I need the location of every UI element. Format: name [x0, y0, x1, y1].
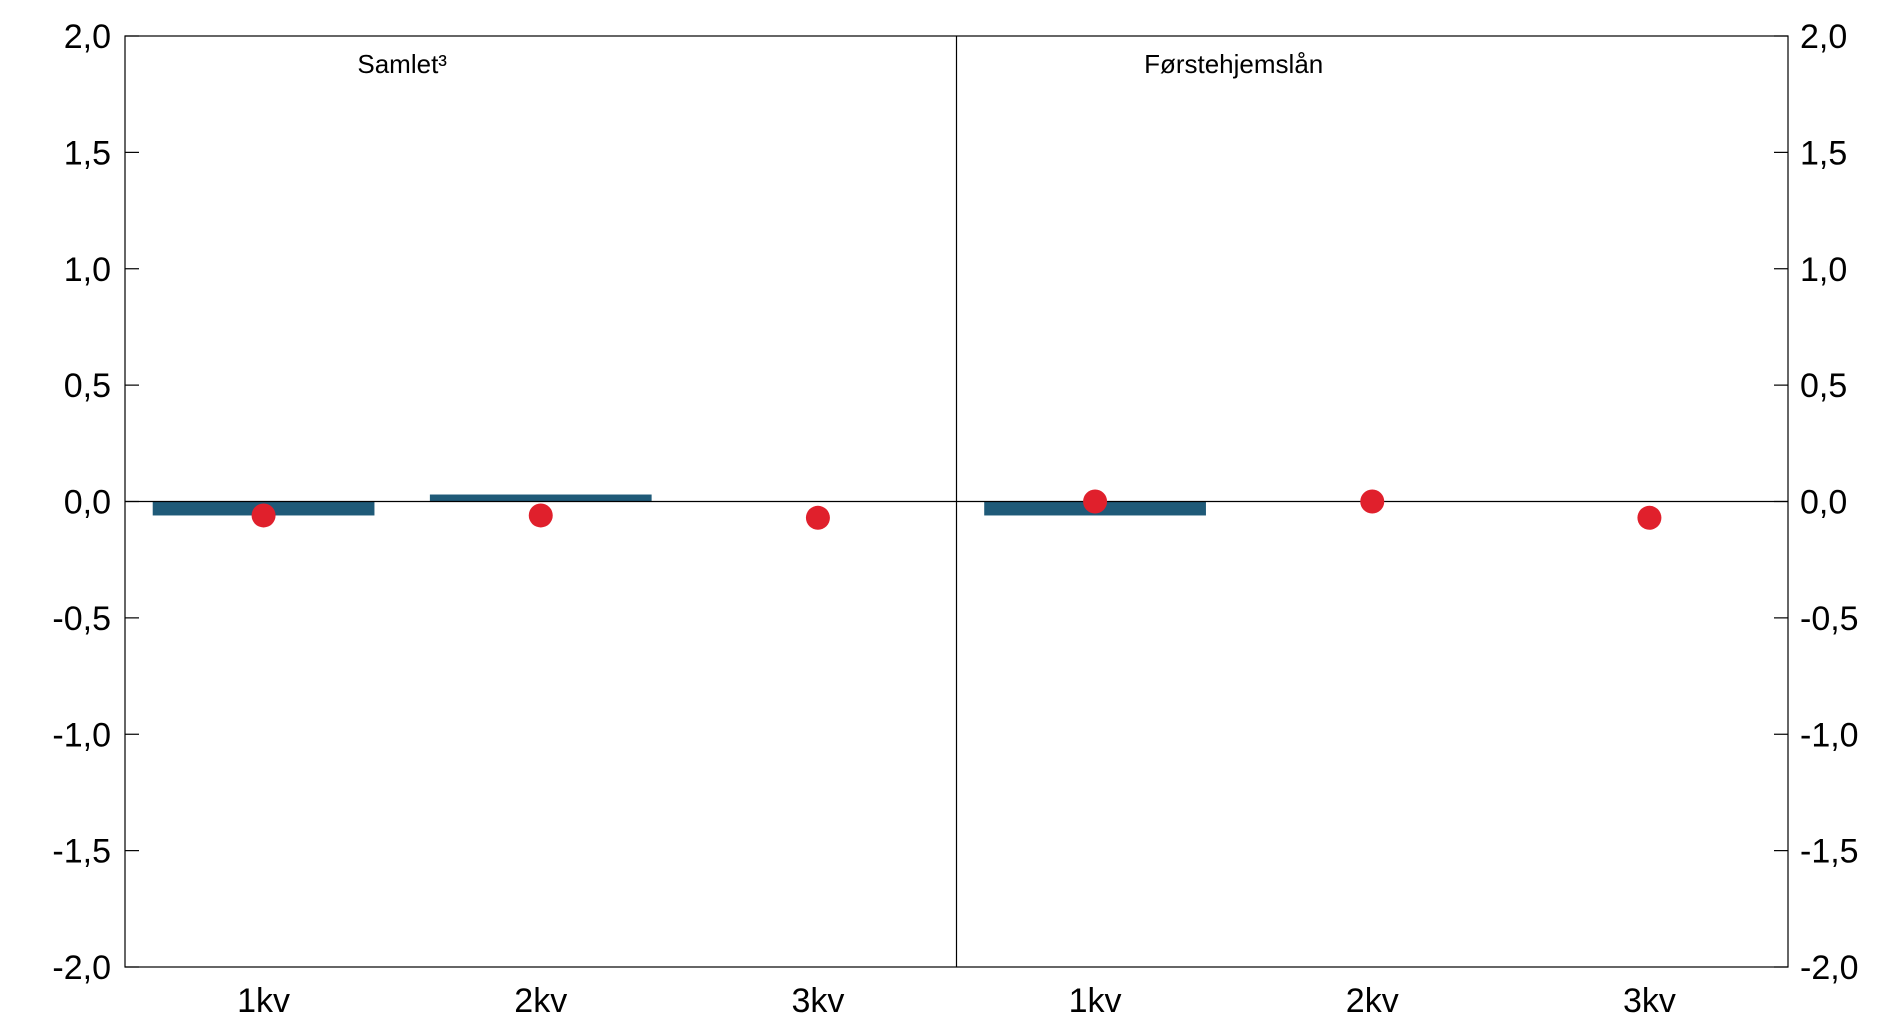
x-tick-label: 3kv	[791, 982, 844, 1015]
y-tick-label-left: -1,5	[52, 833, 111, 871]
y-tick-label-left: 1,0	[64, 251, 111, 289]
y-tick-label-left: 0,5	[64, 367, 111, 405]
x-tick-label: 1kv	[1069, 982, 1122, 1015]
y-tick-label-right: -1,5	[1800, 833, 1859, 871]
y-tick-label-left: 2,0	[64, 18, 111, 56]
data-point	[251, 503, 276, 528]
x-tick-label: 3kv	[1623, 982, 1676, 1015]
panel-title: Samlet³	[357, 49, 447, 79]
data-point	[1360, 489, 1385, 514]
x-tick-label: 1kv	[237, 982, 290, 1015]
bar	[429, 494, 652, 502]
data-point	[805, 505, 830, 530]
y-tick-label-right: 2,0	[1800, 18, 1847, 56]
y-tick-label-left: -1,0	[52, 716, 111, 754]
y-tick-label-right: -1,0	[1800, 716, 1859, 754]
panel-title: Førstehjemslån	[1144, 49, 1323, 79]
data-point	[528, 503, 553, 528]
y-tick-label-left: -2,0	[52, 949, 111, 987]
y-tick-label-right: 0,0	[1800, 484, 1847, 522]
y-tick-label-right: -2,0	[1800, 949, 1859, 987]
y-tick-label-right: 0,5	[1800, 367, 1847, 405]
y-tick-label-left: 0,0	[64, 484, 111, 522]
data-point	[1083, 489, 1108, 514]
x-tick-label: 2kv	[514, 982, 567, 1015]
x-tick-label: 2kv	[1346, 982, 1399, 1015]
data-point	[1637, 505, 1662, 530]
y-tick-label-left: 1,5	[64, 134, 111, 172]
y-tick-label-left: -0,5	[52, 600, 111, 638]
y-tick-label-right: -0,5	[1800, 600, 1859, 638]
y-tick-label-right: 1,0	[1800, 251, 1847, 289]
y-tick-label-right: 1,5	[1800, 134, 1847, 172]
